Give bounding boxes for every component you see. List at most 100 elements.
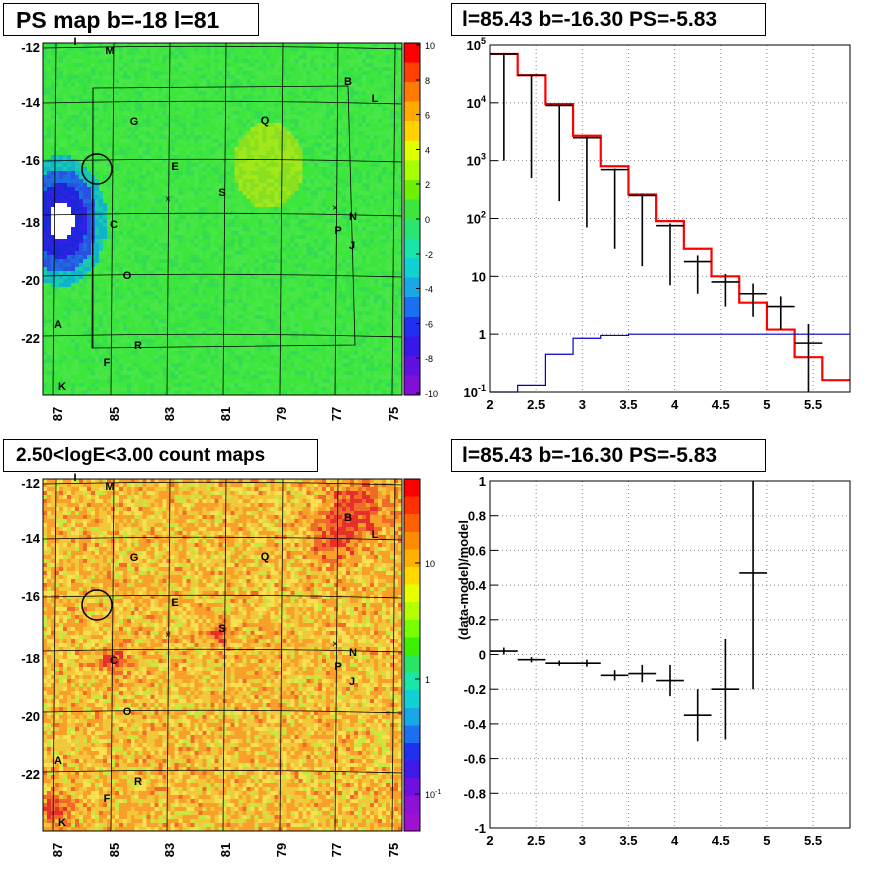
heatmap-cell [122, 247, 128, 252]
heatmap-cell [206, 87, 211, 92]
heatmap-cell [174, 123, 179, 128]
heatmap-cell [214, 79, 219, 84]
heatmap-cell [198, 171, 203, 176]
heatmap-cell [170, 119, 175, 124]
heatmap-cell [230, 283, 235, 288]
heatmap-cell [154, 215, 159, 220]
heatmap-cell [82, 135, 88, 140]
heatmap-cell [122, 335, 128, 340]
heatmap-cell [230, 167, 235, 172]
heatmap-cell [230, 319, 235, 324]
heatmap-cell [86, 239, 92, 244]
heatmap-cell [114, 223, 120, 228]
heatmap-cell [142, 179, 148, 184]
heatmap-cell [146, 207, 151, 212]
heatmap-cell [46, 83, 52, 88]
heatmap-cell [130, 223, 136, 228]
heatmap-cell [210, 311, 215, 316]
heatmap-cell [194, 279, 199, 284]
heatmap-cell [182, 335, 187, 340]
heatmap-cell [258, 303, 263, 308]
heatmap-cell [242, 267, 247, 272]
heatmap-cell [114, 195, 120, 200]
heatmap-cell [98, 315, 104, 320]
heatmap-cell [98, 347, 104, 352]
heatmap-cell [198, 231, 203, 236]
heatmap-cell [162, 343, 167, 348]
heatmap-cell [126, 115, 132, 120]
heatmap-cell [258, 251, 263, 256]
heatmap-cell [150, 171, 155, 176]
heatmap-cell [46, 231, 52, 236]
heatmap-cell [154, 155, 159, 160]
heatmap-cell [54, 387, 60, 392]
heatmap-cell [250, 163, 255, 168]
heatmap-cell [222, 347, 227, 352]
heatmap-cell [78, 251, 84, 256]
heatmap-cell [138, 295, 144, 300]
heatmap-cell [226, 191, 231, 196]
heatmap-cell [142, 347, 148, 352]
heatmap-cell [170, 55, 175, 60]
heatmap-cell [162, 203, 167, 208]
heatmap-cell [150, 311, 155, 316]
heatmap-cell [242, 175, 247, 180]
heatmap-cell [146, 271, 151, 276]
heatmap-cell [70, 331, 76, 336]
heatmap-cell [170, 247, 175, 252]
heatmap-cell [126, 327, 132, 332]
heatmap-cell [250, 107, 255, 112]
heatmap-cell [198, 115, 203, 120]
heatmap-cell [190, 259, 195, 264]
heatmap-cell [254, 107, 259, 112]
heatmap-cell [118, 147, 124, 152]
heatmap-cell [62, 155, 68, 160]
heatmap-cell [230, 335, 235, 340]
heatmap-cell [182, 279, 187, 284]
heatmap-cell [106, 99, 112, 104]
heatmap-cell [234, 55, 239, 60]
heatmap-cell [50, 75, 56, 80]
heatmap-cell [194, 87, 199, 92]
heatmap-cell [162, 359, 167, 364]
heatmap-cell [242, 215, 247, 220]
heatmap-cell [146, 267, 151, 272]
heatmap-cell [43, 183, 48, 188]
heatmap-cell [138, 367, 144, 372]
heatmap-cell [258, 143, 263, 148]
heatmap-cell [198, 327, 203, 332]
heatmap-cell [58, 255, 64, 260]
heatmap-cell [162, 143, 167, 148]
heatmap-cell [174, 147, 179, 152]
heatmap-cell [158, 247, 163, 252]
heatmap-cell [66, 331, 72, 336]
heatmap-cell [118, 43, 124, 48]
heatmap-cell [54, 327, 60, 332]
heatmap-cell [138, 355, 144, 360]
heatmap-cell [182, 171, 187, 176]
heatmap-cell [50, 243, 56, 248]
heatmap-cell [126, 247, 132, 252]
heatmap-cell [254, 143, 259, 148]
heatmap-cell [226, 363, 231, 368]
heatmap-cell [62, 63, 68, 68]
heatmap-cell [154, 203, 159, 208]
heatmap-cell [46, 143, 52, 148]
heatmap-cell [262, 167, 267, 172]
heatmap-cell [242, 47, 247, 52]
heatmap-cell [198, 55, 203, 60]
heatmap-cell [58, 183, 64, 188]
heatmap-cell [154, 335, 159, 340]
heatmap-cell [258, 223, 263, 228]
heatmap-cell [98, 231, 104, 236]
heatmap-cell [110, 259, 116, 264]
heatmap-cell [70, 195, 76, 200]
heatmap-cell [66, 319, 72, 324]
heatmap-cell [254, 259, 259, 264]
heatmap-cell [142, 287, 148, 292]
heatmap-cell [138, 51, 144, 56]
heatmap-cell [178, 147, 183, 152]
heatmap-cell [262, 327, 267, 332]
heatmap-cell [82, 347, 88, 352]
heatmap-cell [78, 207, 84, 212]
